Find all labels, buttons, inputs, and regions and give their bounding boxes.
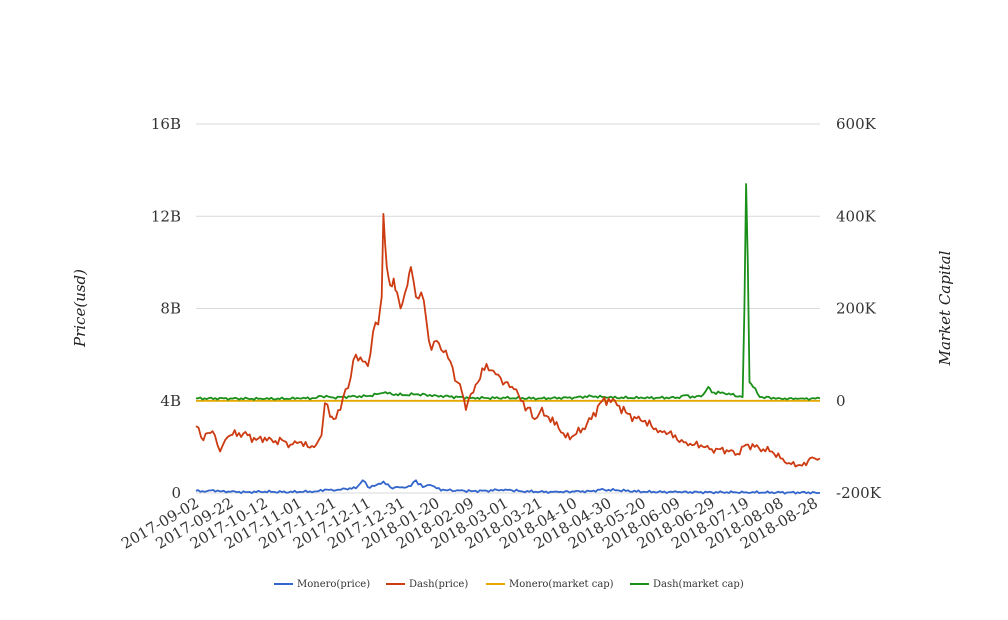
left-axis-ticks: 0 4B 8B 12B 16B xyxy=(151,115,181,502)
legend: Monero(price) Dash(price) Monero(market ca… xyxy=(274,579,744,590)
right-tick-label: 400K xyxy=(836,207,877,225)
legend-label: Monero(price) xyxy=(297,579,370,590)
series-line-3 xyxy=(195,183,821,401)
y-axis-title-right: Market Capital xyxy=(936,250,954,366)
left-tick-label: 16B xyxy=(151,115,181,133)
left-tick-label: 0 xyxy=(171,484,181,502)
left-tick-label: 8B xyxy=(160,300,181,318)
y-axis-title-left: Price(usd) xyxy=(71,269,89,348)
x-axis-ticks: 2017-09-022017-09-222017-10-122017-11-01… xyxy=(118,494,821,553)
right-axis-ticks: -200K 0 200K 400K 600K xyxy=(836,115,882,502)
right-tick-label: -200K xyxy=(836,484,882,502)
left-tick-label: 12B xyxy=(151,207,181,225)
right-tick-label: 600K xyxy=(836,115,877,133)
series-line-1 xyxy=(195,213,821,468)
right-tick-label: 200K xyxy=(836,300,877,318)
series-line-0 xyxy=(195,479,821,495)
legend-label: Monero(market cap) xyxy=(509,579,614,590)
series-lines xyxy=(195,183,821,495)
gridlines xyxy=(196,123,820,494)
right-tick-label: 0 xyxy=(836,392,846,410)
legend-label: Dash(market cap) xyxy=(653,579,744,590)
left-tick-label: 4B xyxy=(160,392,181,410)
legend-label: Dash(price) xyxy=(409,579,468,590)
